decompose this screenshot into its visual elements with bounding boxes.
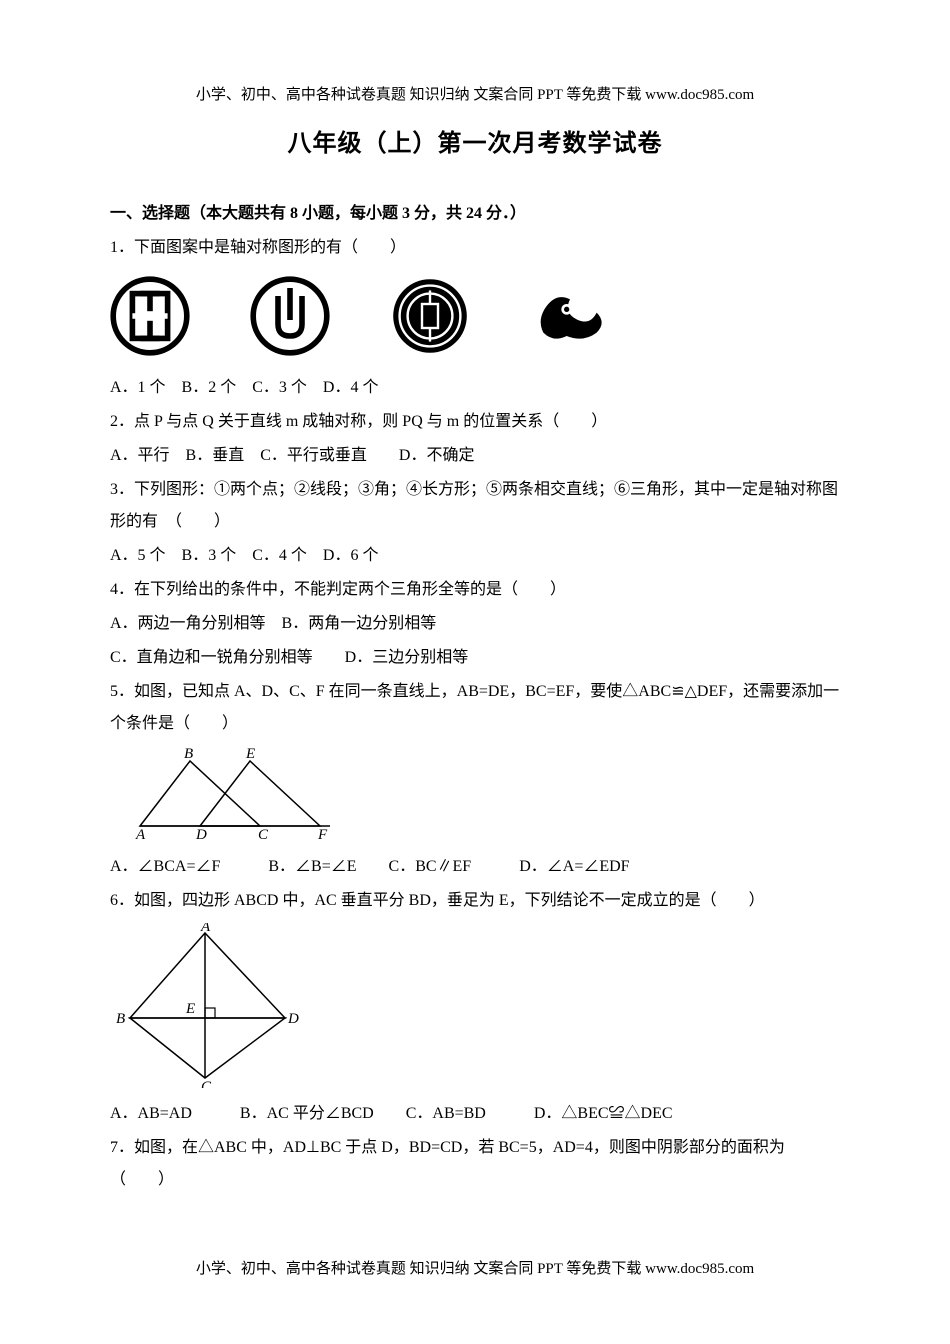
- svg-text:A: A: [135, 827, 146, 841]
- page-footer: 小学、初中、高中各种试卷真题 知识归纳 文案合同 PPT 等免费下载 www.d…: [0, 1254, 950, 1284]
- svg-text:A: A: [200, 923, 211, 935]
- logo-cmbc: [250, 276, 330, 356]
- svg-text:E: E: [185, 1001, 195, 1017]
- svg-text:E: E: [245, 746, 255, 762]
- logo-boc: [390, 276, 470, 356]
- svg-text:D: D: [287, 1011, 299, 1027]
- question-6-options: A．AB=AD B．AC 平分∠BCD C．AB=BD D．△BEC≌△DEC: [110, 1098, 840, 1130]
- question-4-options-a: A．两边一角分别相等 B．两角一边分别相等: [110, 608, 840, 640]
- question-3-options: A．5 个 B．3 个 C．4 个 D．6 个: [110, 540, 840, 572]
- question-3: 3．下列图形：①两个点；②线段；③角；④长方形；⑤两条相交直线；⑥三角形，其中一…: [110, 474, 840, 538]
- svg-text:F: F: [317, 827, 328, 841]
- question-5-figure: A D C F B E: [130, 746, 840, 841]
- question-6-figure: A B D C E: [110, 923, 840, 1088]
- question-4-options-b: C．直角边和一锐角分别相等 D．三边分别相等: [110, 642, 840, 674]
- question-1-logos: [110, 276, 840, 356]
- svg-text:B: B: [184, 746, 193, 762]
- svg-text:C: C: [258, 827, 269, 841]
- svg-text:B: B: [116, 1011, 125, 1027]
- logo-icbc: [110, 276, 190, 356]
- page-header: 小学、初中、高中各种试卷真题 知识归纳 文案合同 PPT 等免费下载 www.d…: [0, 80, 950, 110]
- question-4: 4．在下列给出的条件中，不能判定两个三角形全等的是（ ）: [110, 574, 840, 606]
- logo-pingan: [530, 276, 610, 356]
- question-2: 2．点 P 与点 Q 关于直线 m 成轴对称，则 PQ 与 m 的位置关系（ ）: [110, 406, 840, 438]
- question-1-options: A．1 个 B．2 个 C．3 个 D．4 个: [110, 372, 840, 404]
- question-7: 7．如图，在△ABC 中，AD⊥BC 于点 D，BD=CD，若 BC=5，AD=…: [110, 1132, 840, 1196]
- exam-title: 八年级（上）第一次月考数学试卷: [110, 120, 840, 168]
- question-2-options: A．平行 B．垂直 C．平行或垂直 D．不确定: [110, 440, 840, 472]
- svg-text:D: D: [195, 827, 207, 841]
- question-5-options: A．∠BCA=∠F B．∠B=∠E C．BC∥EF D．∠A=∠EDF: [110, 851, 840, 883]
- question-5: 5．如图，已知点 A、D、C、F 在同一条直线上，AB=DE，BC=EF，要使△…: [110, 676, 840, 740]
- section-1-heading: 一、选择题（本大题共有 8 小题，每小题 3 分，共 24 分．）: [110, 198, 840, 230]
- svg-text:C: C: [201, 1079, 212, 1088]
- question-1: 1．下面图案中是轴对称图形的有（ ）: [110, 232, 840, 264]
- question-6: 6．如图，四边形 ABCD 中，AC 垂直平分 BD，垂足为 E，下列结论不一定…: [110, 885, 840, 917]
